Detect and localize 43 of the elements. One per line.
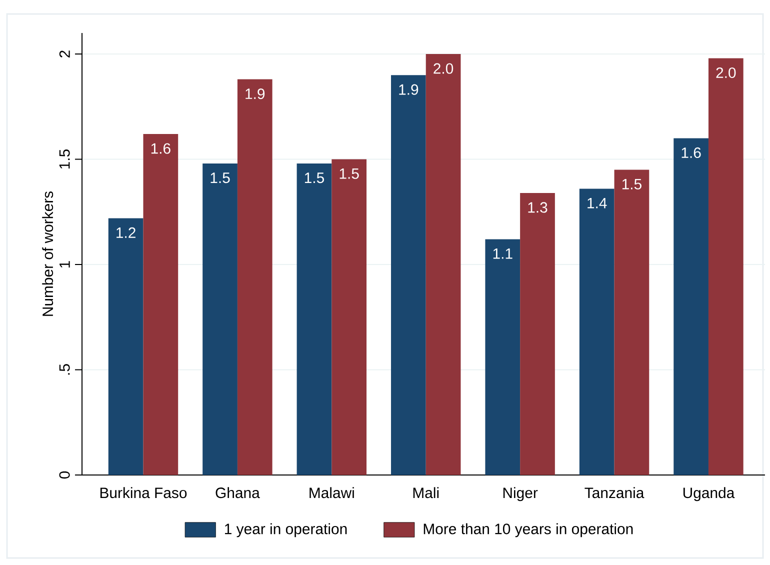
data-label: 1.5 [340,168,359,179]
bar [108,218,144,475]
data-label: 1.6 [151,143,170,154]
x-tick-label: Mali [413,487,439,498]
x-tick-label: Malawi [310,487,354,498]
bar [332,159,367,475]
legend-label: More than 10 years in operation [424,523,633,538]
bar [237,79,272,475]
bar [485,239,520,475]
data-label: 1.2 [116,227,136,238]
bar [674,138,708,475]
bar [708,58,744,475]
bar [391,75,426,475]
data-label: 1.4 [588,198,607,208]
y-tick-label: 0 [59,471,70,479]
y-tick-label: .5 [59,364,70,375]
bar [296,163,332,475]
data-label: 1.5 [622,178,642,190]
bar [520,192,555,475]
x-tick-label: Ghana [216,487,260,498]
data-label: 1.5 [304,172,324,184]
bar [426,54,461,475]
data-label: 1.1 [493,248,512,259]
y-tick-label: 1.5 [59,150,70,169]
data-label: 2.0 [434,63,454,74]
bar [614,170,650,475]
x-tick-label: Burkina Faso [100,487,187,498]
bar [202,163,238,475]
data-label: 1.9 [246,88,265,100]
y-axis-title: Number of workers [42,191,54,316]
x-tick-label: Uganda [683,487,735,502]
legend-label: 1 year in operation [225,523,347,538]
data-label: 1.9 [399,84,418,95]
data-label: 1.3 [528,202,548,213]
data-label: 1.5 [210,172,230,184]
y-tick-label: 1 [60,261,70,268]
data-label: 1.6 [682,147,701,158]
x-tick-label: Tanzania [584,487,644,498]
bar [579,188,614,475]
data-label: 2.0 [716,67,736,78]
x-tick-label: Niger [503,487,538,502]
y-tick-label: 2 [59,50,70,58]
bar [143,134,178,475]
